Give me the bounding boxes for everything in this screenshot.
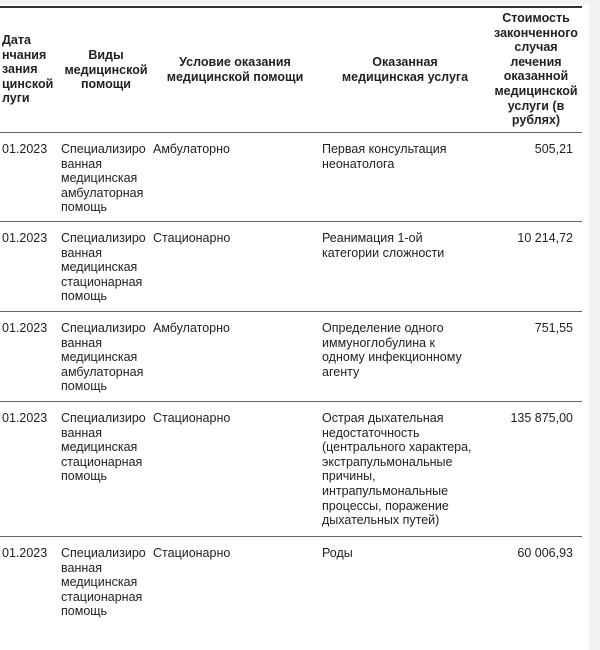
service-cell: Определение одного иммуноглобулина к одн… [322, 321, 462, 379]
end-date-cell: 01.2023 [2, 142, 48, 156]
header-care-condition: Условие оказания медицинской помощи [166, 55, 304, 84]
service-cell: Реанимация 1-ой категории сложности [322, 231, 445, 260]
end-date-cell: 01.2023 [2, 321, 48, 335]
service-cell: Роды [322, 546, 353, 560]
care-type-cell: Специализиро ванная медицинская амбулато… [61, 321, 146, 394]
end-date-cell: 01.2023 [2, 546, 48, 560]
care-type-cell: Специализиро ванная медицинская стациона… [61, 231, 146, 304]
care-condition-cell: Стационарно [153, 231, 231, 245]
service-cell: Острая дыхательная недостаточность (цент… [322, 411, 472, 528]
end-date-cell: 01.2023 [2, 411, 48, 425]
row-divider [0, 401, 582, 402]
cost-cell: 751,55 [534, 321, 573, 335]
cost-cell: 10 214,72 [517, 231, 573, 245]
end-date-cell: 01.2023 [2, 231, 48, 245]
row-divider [0, 536, 582, 537]
care-type-cell: Специализиро ванная медицинская амбулато… [61, 142, 146, 215]
cost-cell: 60 006,93 [517, 546, 573, 560]
service-cell: Первая консультация неонатолога [322, 142, 447, 171]
care-condition-cell: Стационарно [153, 411, 231, 425]
care-condition-cell: Амбулаторно [153, 321, 230, 335]
header-service: Оказанная медицинская услуга [341, 55, 469, 84]
care-condition-cell: Стационарно [153, 546, 231, 560]
header-care-type: Виды медицинской помощи [64, 48, 148, 92]
header-cost: Стоимость законченного случая лечения ок… [494, 11, 578, 128]
row-divider [0, 221, 582, 222]
cost-cell: 505,21 [534, 142, 573, 156]
row-divider [0, 311, 582, 312]
care-type-cell: Специализиро ванная медицинская стациона… [61, 411, 146, 484]
care-type-cell: Специализиро ванная медицинская стациона… [61, 546, 146, 619]
document-page: Дата нчания зания цинской луги Виды меди… [0, 4, 589, 650]
table-top-border [0, 6, 582, 8]
header-end-date: Дата нчания зания цинской луги [2, 33, 54, 106]
care-condition-cell: Амбулаторно [153, 142, 230, 156]
cost-cell: 135 875,00 [510, 411, 573, 425]
row-divider [0, 132, 582, 133]
